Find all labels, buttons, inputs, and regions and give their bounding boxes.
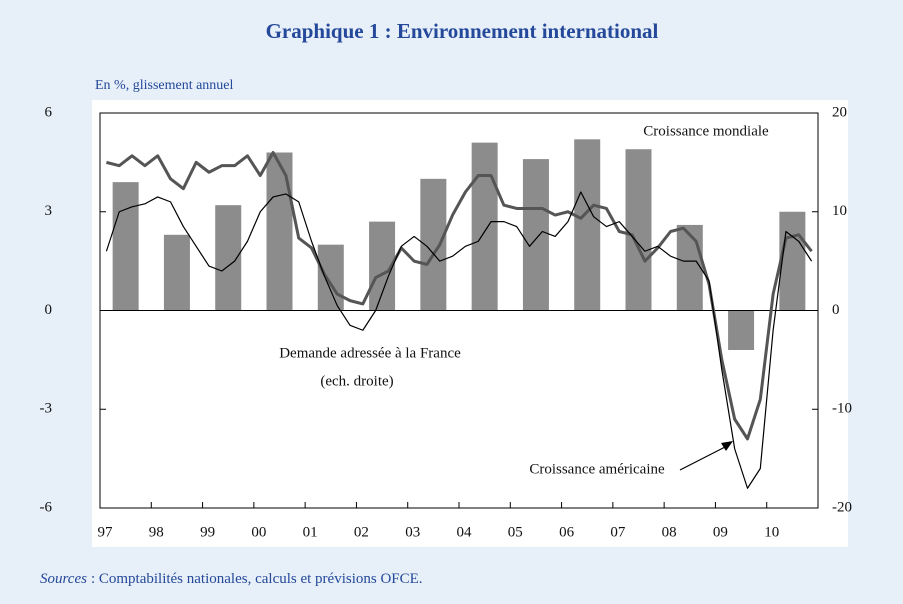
axis-subtitle: En %, glissement annuel (95, 78, 234, 93)
x-tick-label: 01 (303, 524, 318, 540)
y-tick-label: -6 (40, 499, 53, 515)
bar (779, 211, 806, 311)
bar (574, 139, 601, 311)
footnote: Sources: Comptabilités nationales, calcu… (40, 571, 423, 587)
y-tick-label: 6 (45, 104, 53, 120)
x-tick-label: 98 (149, 524, 164, 540)
bar (676, 224, 703, 311)
footnote-text: : Comptabilités nationales, calculs et p… (91, 571, 423, 587)
x-tick-label: 10 (764, 524, 779, 540)
bar (625, 149, 652, 311)
bar (163, 234, 190, 311)
chart-title: Graphique 1 : Environnement internationa… (266, 19, 659, 43)
x-tick-label: 02 (354, 524, 369, 540)
y2-tick-label: 10 (832, 203, 847, 219)
x-tick-label: 00 (251, 524, 266, 540)
annotation: (ech. droite) (320, 373, 393, 389)
y2-tick-label: 20 (832, 104, 847, 120)
series-label: Croissance américaine (529, 461, 665, 477)
arrow-head (721, 441, 733, 451)
bar (522, 159, 549, 311)
x-tick-label: 03 (405, 524, 420, 540)
line (105, 191, 813, 489)
series-label: Croissance mondiale (643, 123, 769, 139)
y2-tick-label: -20 (832, 499, 852, 515)
y-tick-label: 3 (45, 203, 53, 219)
x-tick-label: 07 (610, 524, 626, 540)
x-tick-label: 97 (98, 524, 114, 540)
y-tick-label: -3 (40, 401, 53, 417)
x-tick-label: 05 (508, 524, 523, 540)
plot-background (92, 100, 848, 547)
x-tick-label: 06 (559, 524, 575, 540)
bar (471, 142, 498, 311)
arrow (679, 445, 728, 471)
line (106, 151, 813, 441)
x-tick-label: 08 (662, 524, 677, 540)
series-label: Demande adressée à la France (279, 345, 461, 361)
y2-tick-label: -10 (832, 401, 852, 417)
y2-tick-label: 0 (832, 302, 840, 318)
bar (266, 152, 293, 311)
x-tick-label: 99 (200, 524, 215, 540)
bar (728, 310, 755, 350)
y-tick-label: 0 (45, 302, 53, 318)
bar (112, 182, 139, 311)
bar (317, 244, 344, 311)
x-tick-label: 09 (713, 524, 728, 540)
x-tick-label: 04 (457, 524, 473, 540)
footnote-label: Sources (40, 571, 87, 587)
